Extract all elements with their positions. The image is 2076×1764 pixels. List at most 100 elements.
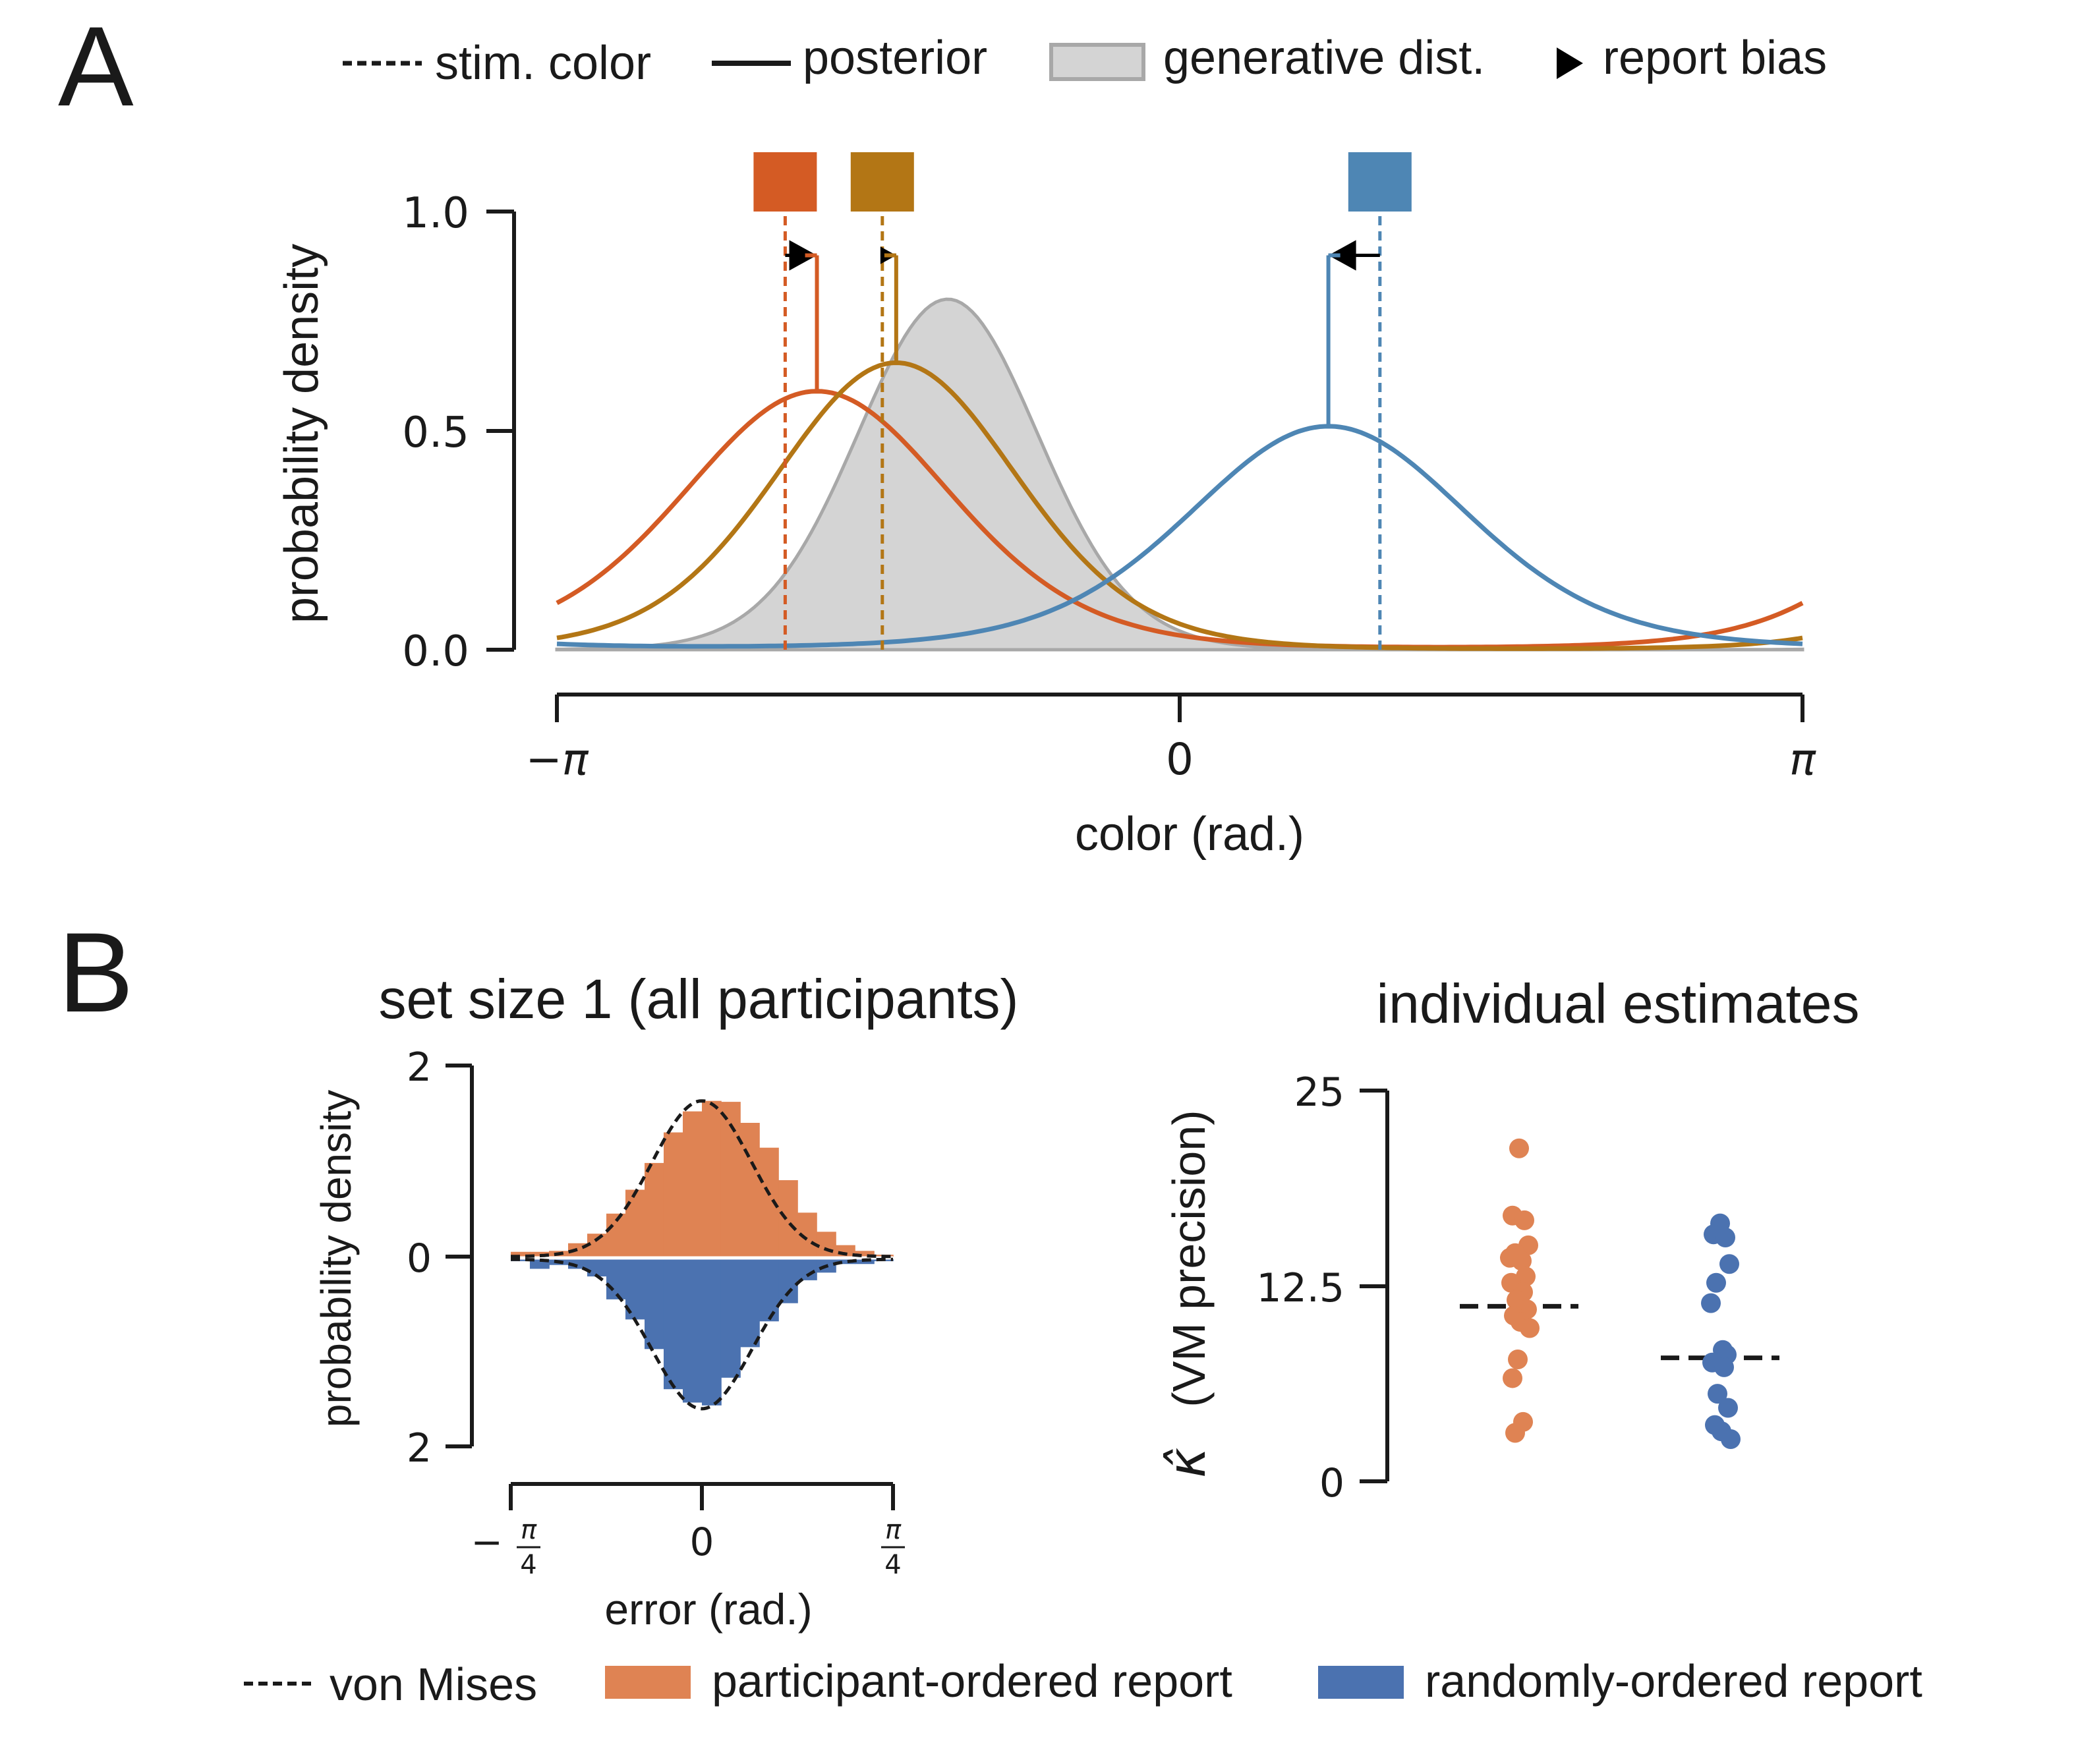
estimate-point [1718, 1398, 1738, 1418]
y-tick-label: 0.0 [402, 627, 469, 676]
y-tick-label: 0 [407, 1236, 432, 1282]
legend-participant-ordered-label: participant-ordered report [712, 1655, 1232, 1707]
histogram-bar-up [778, 1180, 798, 1257]
histogram-bar-down [702, 1259, 722, 1406]
y-tick-label: 25 [1294, 1069, 1344, 1116]
von-mises-fit-upper [511, 1099, 893, 1259]
panel-b-left-title: set size 1 (all participants) [378, 968, 1018, 1030]
x-tick-label: π [1789, 734, 1816, 785]
panel-label-b: B [58, 909, 134, 1036]
estimate-point [1509, 1138, 1529, 1158]
histogram-bar-down [797, 1259, 817, 1280]
y-tick-label: 2 [407, 1425, 432, 1471]
histogram-bar-up [854, 1251, 875, 1257]
y-tick-label: 12.5 [1256, 1265, 1344, 1311]
x-tick-label-neg-pi-over-4: − π 4 [471, 1515, 540, 1580]
histogram-bar-down [683, 1259, 703, 1403]
histogram-bar-up [683, 1111, 703, 1257]
histogram-bar-down [740, 1259, 760, 1348]
participant-ordered-histogram [511, 1100, 894, 1257]
report-bias-red-arrow [789, 240, 817, 271]
stim-color-blue-square [1348, 152, 1412, 212]
legend-von-mises-label: von Mises [330, 1659, 537, 1710]
panel-a: stim. color posterior generative dist. r… [275, 32, 1827, 861]
estimate-point [1508, 1349, 1528, 1369]
panel-a-legend: stim. color posterior generative dist. r… [343, 32, 1827, 90]
estimate-point [1706, 1272, 1726, 1293]
svg-text:π: π [521, 1515, 537, 1545]
y-axis-label-text: (VM precision) [1163, 1110, 1215, 1407]
panel-b-left-y-axis: 2 0 2 probability density [312, 1044, 474, 1471]
panel-b-right-y-axis: 25 12.5 0 κ̂ (VM precision) [1158, 1069, 1389, 1506]
estimate-point [1701, 1293, 1721, 1313]
randomly-ordered-histogram [511, 1259, 894, 1406]
estimate-point [1719, 1254, 1739, 1274]
x-tick-label: −π [525, 734, 589, 785]
panel-label-a: A [58, 3, 134, 130]
estimate-point [1721, 1429, 1741, 1449]
legend-randomly-ordered-label: randomly-ordered report [1425, 1655, 1922, 1707]
legend-report-bias-triangle [1557, 47, 1583, 79]
histogram-bar-down [663, 1259, 683, 1390]
panel-b-left-x-axis: − π 4 0 π 4 error (rad.) [471, 1482, 905, 1634]
histogram-bar-down [836, 1259, 855, 1265]
histogram-bar-down [759, 1259, 779, 1322]
panel-a-x-axis: −π 0 π color (rad.) [525, 693, 1816, 861]
x-tick-label: 0 [1166, 734, 1194, 785]
y-tick-label: 2 [407, 1044, 432, 1091]
posterior-gold-line [556, 360, 1803, 651]
legend-report-bias-label: report bias [1603, 32, 1827, 84]
legend-generative-swatch [1049, 43, 1145, 81]
estimate-point [1503, 1368, 1522, 1388]
y-tick-label: 0.5 [402, 409, 469, 457]
estimate-point [1714, 1357, 1734, 1377]
x-tick-label-pi-over-4: π 4 [881, 1515, 905, 1580]
x-axis-label: error (rad.) [604, 1585, 812, 1634]
legend-participant-ordered-swatch [605, 1666, 691, 1699]
histogram-bar-up [816, 1232, 836, 1257]
estimate-point [1520, 1318, 1540, 1338]
report-bias-blue-arrow [1328, 240, 1356, 271]
histogram-bar-up [645, 1162, 664, 1257]
kappa-hat-symbol: κ̂ [1158, 1448, 1217, 1478]
x-axis-label: color (rad.) [1075, 808, 1304, 861]
histogram-bar-up [740, 1123, 760, 1257]
panel-b-left: set size 1 (all participants) 2 0 2 prob… [312, 968, 1019, 1634]
y-axis-label: probability density [312, 1090, 360, 1427]
legend-stim-color-label: stim. color [435, 37, 651, 90]
histogram-bar-down [587, 1259, 607, 1277]
y-tick-label: 1.0 [402, 189, 469, 238]
posterior-red-line [556, 389, 1804, 650]
randomly-ordered-points [1701, 1213, 1741, 1449]
generative-dist-area [555, 297, 1804, 652]
stim-color-gold-square [850, 152, 914, 212]
estimate-point [1514, 1210, 1534, 1230]
svg-text:−: − [471, 1520, 503, 1564]
x-tick-label-zero: 0 [690, 1520, 714, 1564]
histogram-bar-down [720, 1259, 741, 1378]
estimate-point [1716, 1227, 1735, 1247]
participant-ordered-points [1500, 1138, 1540, 1443]
legend-posterior-label: posterior [803, 32, 987, 84]
panel-a-y-axis: 1.0 0.5 0.0 probability density [275, 189, 516, 676]
estimate-point [1512, 1251, 1532, 1271]
svg-text:4: 4 [884, 1550, 901, 1580]
panel-b-right: individual estimates 25 12.5 0 κ̂ (VM pr… [1158, 973, 1860, 1506]
legend-generative-label: generative dist. [1163, 32, 1485, 84]
von-mises-fit-lower [511, 1257, 893, 1411]
histogram-bar-up [663, 1132, 683, 1257]
bottom-legend: von Mises participant-ordered report ran… [244, 1655, 1922, 1710]
stim-color-red-square [753, 152, 817, 212]
estimate-point [1505, 1423, 1525, 1443]
histogram-bar-up [625, 1189, 645, 1257]
panel-b-right-title: individual estimates [1376, 973, 1859, 1035]
histogram-bar-down [645, 1259, 664, 1350]
svg-text:π: π [885, 1515, 902, 1545]
legend-randomly-ordered-swatch [1318, 1666, 1404, 1699]
y-tick-label: 0 [1319, 1460, 1344, 1506]
svg-text:4: 4 [520, 1550, 536, 1580]
histogram-bar-up [702, 1100, 722, 1257]
y-axis-label: κ̂ (VM precision) [1158, 1110, 1217, 1478]
histogram-bar-down [511, 1259, 531, 1261]
histogram-bar-up [511, 1251, 531, 1257]
